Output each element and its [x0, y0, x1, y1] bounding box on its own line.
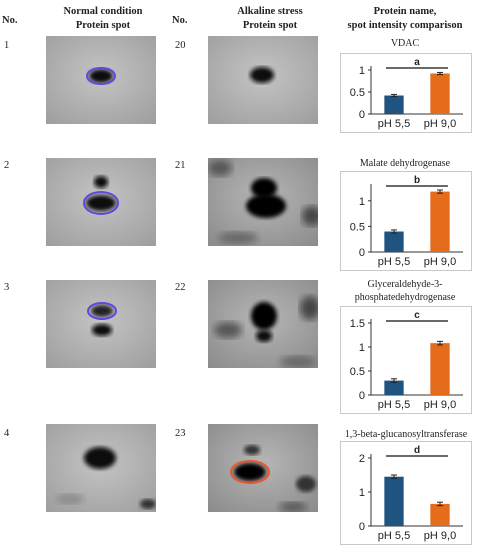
row-number-20: 20 [175, 40, 186, 51]
protein-name-line: Glyceraldehyde-3- [367, 279, 443, 290]
y-tick-label: 0 [359, 521, 365, 533]
header-protein-line1: Protein name, [373, 6, 437, 17]
header-protein-name: Protein name, spot intensity comparison [335, 5, 475, 33]
header-no-right: No. [172, 15, 188, 26]
protein-name-line: Malate dehydrogenase [359, 158, 451, 169]
y-tick-label: 0.5 [350, 221, 365, 233]
gel-alkaline-22 [208, 280, 318, 368]
spot-circle-red [230, 460, 270, 484]
gel-normal-3 [46, 280, 156, 368]
protein-spot [86, 195, 116, 211]
gel-normal-4 [46, 424, 156, 512]
gel-normal-1 [46, 36, 156, 124]
y-tick-label: 1.5 [350, 318, 365, 330]
protein-spot [250, 67, 274, 83]
header-no-left: No. [2, 15, 18, 26]
protein-spot [256, 330, 272, 342]
y-tick-label: 0 [359, 247, 365, 259]
gel-normal-2 [46, 158, 156, 246]
significance-label: a [414, 57, 420, 68]
x-tick-label: pH 9,0 [424, 256, 456, 268]
protein-name-line: phosphatedehydrogenase [354, 292, 456, 303]
x-tick-label: pH 5,5 [378, 118, 410, 130]
x-tick-label: pH 5,5 [378, 399, 410, 411]
header-protein-line2: spot intensity comparison [347, 20, 463, 31]
chart-vdac: 0 0.5 1 pH 5,5 pH 9,0 a [340, 53, 472, 133]
bar-chart-svg: 0 0.5 1 1.5 pH 5,5 pH 9,0 c [350, 310, 463, 411]
y-tick-label: 0.5 [350, 366, 365, 378]
bar [384, 95, 404, 114]
chart-glucanosyltransferase: 0 1 2 pH 5,5 pH 9,0 d [340, 441, 472, 545]
protein-spot [246, 194, 286, 218]
header-normal-condition: Normal condition Protein spot [38, 5, 168, 33]
row-number-22: 22 [175, 282, 186, 293]
row-number-4: 4 [4, 428, 10, 439]
x-tick-label: pH 5,5 [378, 256, 410, 268]
gel-alkaline-20 [208, 36, 318, 124]
y-tick-label: 0.5 [350, 87, 365, 99]
protein-spot [89, 69, 113, 83]
row-number-1: 1 [4, 40, 10, 51]
x-tick-label: pH 9,0 [424, 399, 456, 411]
y-tick-label: 2 [359, 453, 365, 465]
x-tick-label: pH 9,0 [424, 118, 456, 130]
bar [384, 380, 404, 395]
protein-spot [234, 463, 266, 481]
bar [430, 503, 450, 526]
header-normal-line1: Normal condition [63, 6, 143, 17]
spot-circle-blue [87, 302, 117, 320]
significance-label: d [414, 445, 420, 456]
bar-chart-svg: 0 0.5 1 pH 5,5 pH 9,0 a [350, 57, 463, 130]
bar [430, 191, 450, 252]
bar-chart-svg: 0 1 2 pH 5,5 pH 9,0 d [359, 445, 463, 542]
chart-gapdh: 0 0.5 1 1.5 pH 5,5 pH 9,0 c [340, 306, 472, 414]
header-alkaline-line1: Alkaline stress [237, 6, 303, 17]
bar [384, 231, 404, 252]
header-normal-line2: Protein spot [75, 20, 131, 31]
y-tick-label: 1 [359, 487, 365, 499]
y-tick-label: 1 [359, 65, 365, 77]
protein-spot [92, 324, 112, 336]
row-number-21: 21 [175, 160, 186, 171]
protein-name-line: VDAC [390, 38, 420, 49]
protein-spot [94, 176, 108, 188]
protein-name-line: 1,3-beta-glucanosyltransferase [344, 429, 468, 440]
protein-spot [251, 178, 277, 198]
gel-alkaline-21 [208, 158, 318, 246]
spot-circle-blue [83, 191, 119, 215]
y-tick-label: 0 [359, 390, 365, 402]
significance-label: b [414, 175, 420, 186]
spot-circle-blue [86, 67, 116, 85]
y-tick-label: 1 [359, 196, 365, 208]
header-alkaline-line2: Protein spot [242, 20, 298, 31]
protein-name-1: VDAC [335, 37, 475, 50]
bar-chart-svg: 0 0.5 1 pH 5,5 pH 9,0 b [350, 175, 463, 268]
row-number-3: 3 [4, 282, 10, 293]
significance-label: c [414, 310, 420, 321]
protein-name-4: 1,3-beta-glucanosyltransferase [335, 428, 477, 441]
protein-spot [91, 305, 113, 317]
row-number-23: 23 [175, 428, 186, 439]
protein-spot [84, 447, 116, 469]
chart-malate-dehydrogenase: 0 0.5 1 pH 5,5 pH 9,0 b [340, 171, 472, 271]
protein-name-2: Malate dehydrogenase [335, 157, 475, 170]
header-alkaline-stress: Alkaline stress Protein spot [210, 5, 330, 33]
bar [430, 343, 450, 395]
row-number-2: 2 [4, 160, 10, 171]
x-tick-label: pH 9,0 [424, 530, 456, 542]
x-tick-label: pH 5,5 [378, 530, 410, 542]
protein-name-3: Glyceraldehyde-3- phosphatedehydrogenase [335, 278, 475, 304]
y-tick-label: 0 [359, 109, 365, 121]
y-tick-label: 1 [359, 342, 365, 354]
bar [384, 476, 404, 526]
bar [430, 73, 450, 114]
protein-spot [251, 302, 277, 330]
gel-alkaline-23 [208, 424, 318, 512]
